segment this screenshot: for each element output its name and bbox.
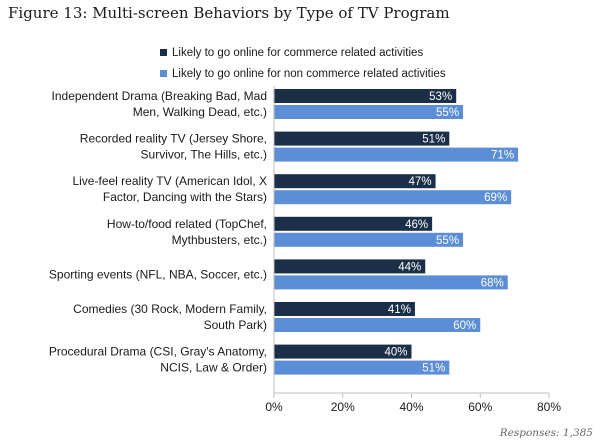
x-tick-label: 60% bbox=[468, 400, 492, 414]
legend: Likely to go online for commerce related… bbox=[160, 47, 446, 80]
bar-non-commerce bbox=[274, 318, 481, 332]
bar-non-commerce bbox=[274, 190, 512, 205]
bar-commerce bbox=[274, 131, 450, 146]
x-tick-label: 20% bbox=[331, 400, 355, 414]
data-label: 69% bbox=[484, 192, 507, 204]
category-label: Procedural Drama (CSI, Gray's Anatomy, bbox=[49, 345, 267, 359]
x-axis: 0% 20% 40% 60% 80% bbox=[265, 86, 561, 414]
category-labels: Independent Drama (Breaking Bad, Mad Men,… bbox=[49, 89, 267, 375]
category-label: NCIS, Law & Order) bbox=[160, 361, 267, 375]
bar-commerce bbox=[274, 174, 436, 189]
category-label: Recorded reality TV (Jersey Shore, bbox=[80, 132, 267, 146]
bar-commerce bbox=[274, 259, 426, 274]
x-tick-label: 0% bbox=[265, 400, 283, 414]
category-label: Survivor, The Hills, etc.) bbox=[141, 148, 267, 162]
data-label: 40% bbox=[384, 347, 407, 359]
data-label: 55% bbox=[436, 107, 459, 119]
data-label: 55% bbox=[436, 235, 459, 247]
bar-non-commerce bbox=[274, 275, 508, 290]
category-label: Sporting events (NFL, NBA, Soccer, etc.) bbox=[49, 267, 267, 281]
category-label: Men, Walking Dead, etc.) bbox=[133, 105, 267, 119]
bar-non-commerce bbox=[274, 232, 464, 247]
data-label: 51% bbox=[422, 363, 445, 375]
category-label: Independent Drama (Breaking Bad, Mad bbox=[52, 89, 267, 103]
legend-label-non-commerce: Likely to go online for non commerce rel… bbox=[172, 68, 446, 80]
bar-commerce bbox=[274, 216, 433, 231]
x-tick-label: 40% bbox=[399, 400, 423, 414]
category-label: Comedies (30 Rock, Modern Family, bbox=[73, 302, 267, 316]
category-label: How-to/food related (TopChef, bbox=[107, 217, 267, 231]
category-label: South Park) bbox=[204, 318, 267, 332]
category-label: Live-feel reality TV (American Idol, X bbox=[72, 174, 267, 188]
legend-swatch-non-commerce bbox=[160, 70, 167, 77]
data-label: 46% bbox=[405, 219, 428, 231]
data-label: 71% bbox=[491, 150, 514, 162]
chart-title: Figure 13: Multi-screen Behaviors by Typ… bbox=[8, 4, 450, 22]
x-tick-label: 80% bbox=[537, 400, 561, 414]
bar-non-commerce bbox=[274, 147, 519, 162]
data-label: 51% bbox=[422, 134, 445, 146]
bar-non-commerce bbox=[274, 105, 464, 119]
data-label: 68% bbox=[481, 277, 504, 289]
bar-commerce bbox=[274, 89, 457, 103]
category-label: Factor, Dancing with the Stars) bbox=[103, 190, 267, 204]
data-label: 60% bbox=[453, 320, 476, 332]
data-label: 44% bbox=[398, 261, 421, 273]
bar-commerce bbox=[274, 302, 415, 316]
legend-label-commerce: Likely to go online for commerce related… bbox=[172, 47, 423, 59]
data-label: 53% bbox=[429, 91, 452, 103]
responses-footnote: Responses: 1,385 bbox=[499, 427, 593, 439]
data-label: 41% bbox=[388, 304, 411, 316]
legend-swatch-commerce bbox=[160, 49, 167, 56]
bar-group: 53% 55% 51% 71% 47% 69% 46% 55% 44% 68% 41% 60% 40% 5… bbox=[274, 89, 519, 375]
bar-commerce bbox=[274, 344, 412, 359]
data-label: 47% bbox=[409, 176, 432, 188]
category-label: Mythbusters, etc.) bbox=[172, 233, 267, 247]
bar-non-commerce bbox=[274, 360, 450, 375]
